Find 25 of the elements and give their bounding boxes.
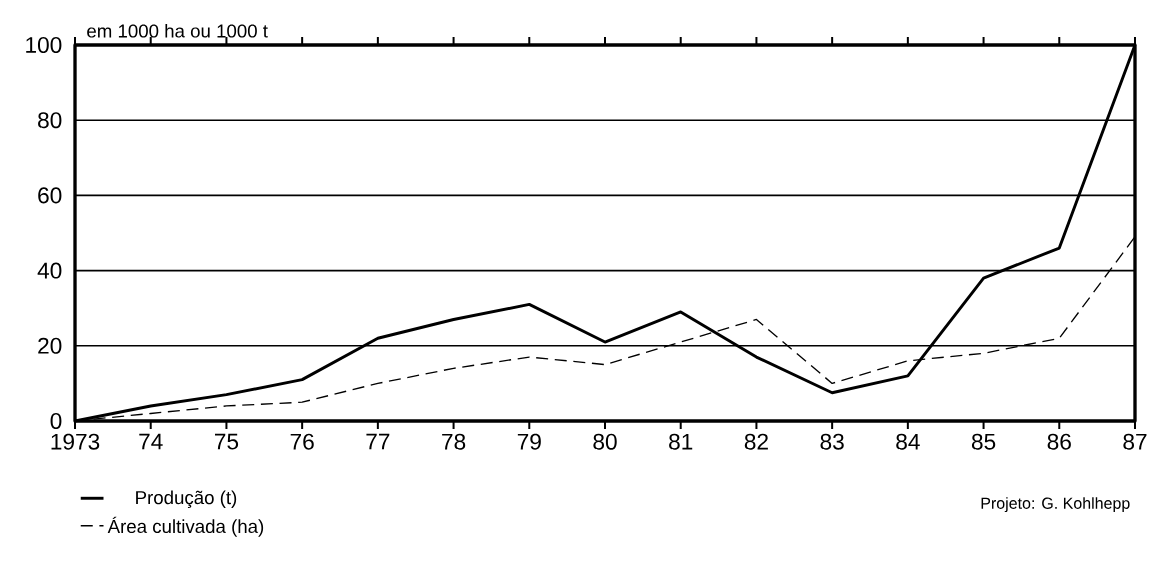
x-tick-label: 83 [820, 433, 844, 450]
x-tick-label: 1973 [51, 433, 100, 450]
x-tick-label: 75 [215, 433, 239, 450]
x-tick-label: 84 [896, 433, 920, 450]
x-tick-label: 87 [1123, 433, 1147, 450]
x-tick-label: 80 [593, 433, 617, 450]
x-tick-label: 79 [517, 433, 541, 450]
x-tick-label: 76 [290, 433, 314, 450]
x-tick-label: 81 [669, 433, 693, 450]
y-tick-label: 20 [38, 337, 62, 354]
x-tick-label: 86 [1047, 433, 1071, 450]
text: Projeto: G. Kohlhepp [981, 497, 1130, 513]
x-tick-label: 85 [971, 433, 996, 450]
y-axis-title: em 1000 ha ou 1000 t [87, 23, 268, 38]
y-tick-label: 40 [37, 262, 62, 279]
legend-label: Produção (t) [136, 490, 237, 508]
legend-label: Área cultivada (ha) [107, 516, 264, 537]
x-tick-label: 82 [744, 433, 768, 450]
y-tick-label: 0 [50, 412, 62, 430]
y-tick-label: 80 [38, 112, 62, 129]
x-tick-label: 77 [366, 433, 390, 450]
x-tick-label: 74 [139, 433, 163, 450]
x-tick-label: 78 [442, 433, 466, 450]
y-tick-label: 60 [38, 187, 62, 204]
y-tick-label: 100 [26, 36, 62, 54]
